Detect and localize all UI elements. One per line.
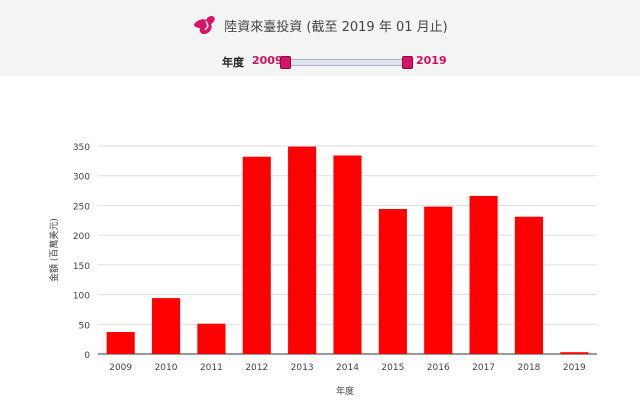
range-label: 年度 bbox=[222, 56, 244, 69]
y-axis-title: 金額 (百萬美元) bbox=[48, 218, 60, 282]
x-tick-label: 2015 bbox=[381, 363, 404, 373]
x-tick-label: 2012 bbox=[245, 363, 268, 373]
taiwan-map-logo-icon bbox=[194, 16, 215, 35]
y-tick-label: 200 bbox=[73, 232, 90, 242]
bar-2015[interactable] bbox=[378, 208, 407, 354]
y-tick-label: 50 bbox=[79, 321, 91, 331]
bar-2014[interactable] bbox=[333, 155, 362, 354]
bar-2009[interactable] bbox=[106, 332, 135, 354]
x-tick-label: 2009 bbox=[109, 363, 132, 373]
bar-2016[interactable] bbox=[424, 206, 453, 354]
range-slider-track[interactable] bbox=[285, 59, 409, 66]
page-title: 陸資來臺投資 (截至 2019 年 01 月止) bbox=[224, 19, 448, 35]
bar-2013[interactable] bbox=[288, 146, 317, 354]
bar-2010[interactable] bbox=[151, 298, 181, 354]
y-tick-label: 250 bbox=[73, 202, 90, 212]
x-tick-label: 2018 bbox=[518, 363, 541, 373]
x-tick-label: 2019 bbox=[563, 363, 586, 373]
bar-2018[interactable] bbox=[514, 216, 544, 354]
x-tick-label: 2011 bbox=[200, 363, 223, 373]
y-tick-label: 100 bbox=[73, 292, 90, 302]
range-start-handle[interactable] bbox=[280, 56, 291, 69]
x-tick-label: 2010 bbox=[155, 363, 178, 373]
y-tick-label: 0 bbox=[84, 351, 90, 361]
title-row: 陸資來臺投資 (截至 2019 年 01 月止) bbox=[0, 12, 640, 38]
range-start-value: 2009 bbox=[252, 54, 283, 67]
bar-2012[interactable] bbox=[242, 156, 271, 354]
y-tick-label: 350 bbox=[73, 143, 90, 153]
bar-2019[interactable] bbox=[560, 352, 589, 354]
x-tick-label: 2013 bbox=[291, 363, 314, 373]
year-range-filter: 年度 2009 2019 bbox=[0, 52, 640, 72]
bar-2017[interactable] bbox=[469, 195, 498, 354]
x-tick-label: 2017 bbox=[472, 363, 495, 373]
x-axis-title: 年度 bbox=[336, 385, 354, 397]
x-tick-label: 2016 bbox=[427, 363, 450, 373]
x-tick-label: 2014 bbox=[336, 363, 359, 373]
header-bar: 陸資來臺投資 (截至 2019 年 01 月止) 年度 2009 2019 bbox=[0, 0, 640, 76]
range-end-value: 2019 bbox=[416, 54, 447, 67]
bar-2011[interactable] bbox=[197, 323, 226, 354]
y-tick-label: 150 bbox=[73, 262, 90, 272]
range-end-handle[interactable] bbox=[402, 56, 413, 69]
investment-bar-chart: 0 50 100 150 200 250 300 350 2009 2010 2011 2012 201… bbox=[48, 143, 597, 397]
y-tick-label: 300 bbox=[73, 173, 90, 183]
